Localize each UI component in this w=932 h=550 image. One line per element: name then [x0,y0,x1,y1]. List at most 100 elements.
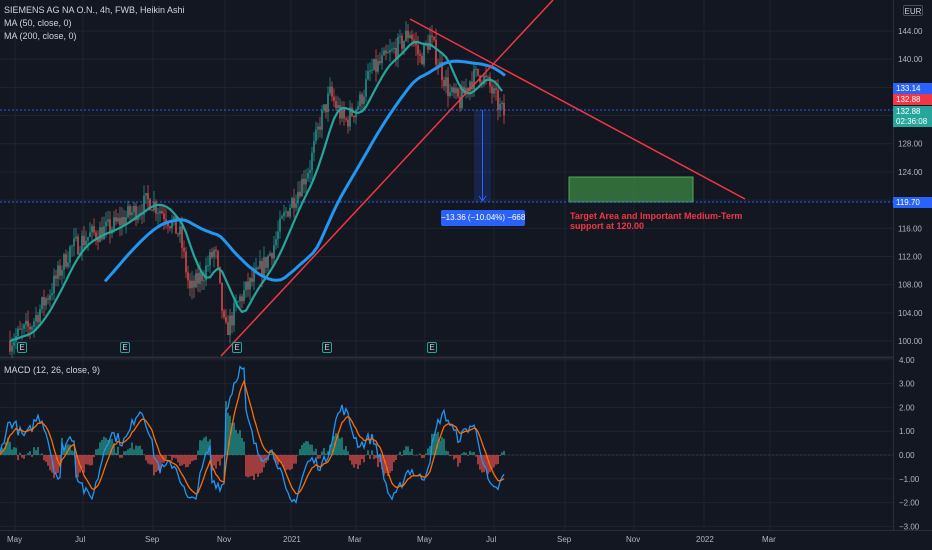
histogram-bar [425,453,427,455]
earnings-marker-icon[interactable]: E [427,342,437,353]
signal-line[interactable] [0,379,505,495]
histogram-bar [31,455,33,457]
time-axis[interactable]: May Jul Sep Nov 2021 Mar May Jul Sep Nov 2022 Mar [7,535,776,544]
histogram-bar [173,455,175,458]
time-tick-label: 2022 [696,535,714,544]
histogram-bar [325,453,327,455]
candle-body [283,212,285,217]
candle-body [495,88,497,91]
target-price-tag: 119.70 [893,197,932,208]
target-area-box[interactable] [568,176,694,203]
histogram-bar [223,455,225,457]
histogram-bar [215,455,217,469]
candle-body [497,90,499,110]
histogram-bar [399,451,401,455]
histogram-bar [5,442,7,455]
falling-trendline[interactable] [409,18,746,200]
histogram-bar [101,439,103,455]
histogram-bar [459,455,461,463]
candle-body [367,71,369,80]
candle-body [327,93,329,113]
histogram-bar [455,455,457,459]
earnings-marker-icon[interactable]: E [232,342,242,353]
candle-body [13,341,15,346]
earnings-marker-icon[interactable]: E [120,342,130,353]
candle-body [483,75,485,85]
histogram-bar [323,447,325,455]
histogram-bar [363,455,365,463]
price-tick-label: 124.00 [898,168,923,177]
candle-body [297,191,299,204]
histogram-bar [167,455,169,456]
target-annotation[interactable]: Target Area and Important Medium-Term su… [570,211,770,231]
candle-body [261,261,263,277]
candle-body [441,61,443,81]
histogram-bar [73,451,75,455]
histogram-bar [369,455,371,459]
histogram-bar [55,455,57,475]
histogram-bar [109,439,111,455]
candle-body [239,296,241,302]
candles-layer[interactable] [9,21,505,358]
histogram-bar [429,445,431,455]
candle-body [299,191,301,197]
histogram-bar [189,455,191,465]
histogram-bar [387,455,389,477]
histogram-bar [395,455,397,460]
ma50-legend[interactable]: MA (50, close, 0) [4,18,72,28]
candle-body [409,34,411,38]
histogram-bar [407,446,409,455]
histogram-bar [45,455,47,462]
candle-body [103,226,105,240]
candle-body [273,245,275,259]
histogram-bar [141,449,143,455]
histogram-bar [377,455,379,468]
ma200-price-tag: 133.14 [893,83,932,94]
candle-body [63,254,65,270]
ma50-price-tag: 132.88 [893,94,932,105]
candle-body [19,328,21,330]
histogram-bar [411,448,413,455]
ma200-legend[interactable]: MA (200, close, 0) [4,31,77,41]
histogram-bar [307,441,309,455]
candle-body [389,50,391,53]
macd-line[interactable] [0,365,505,504]
candle-body [371,69,373,71]
candle-body [185,251,187,273]
histogram-bar [477,455,479,465]
measure-label[interactable]: −13.36 (−10.04%) −668 [441,210,525,226]
earnings-marker-icon[interactable]: E [322,342,332,353]
symbol-title[interactable]: SIEMENS AG NA O.N., 4h, FWB, Heikin Ashi [4,5,185,15]
histogram-bar [95,449,97,455]
candle-body [467,87,469,91]
currency-button[interactable]: EUR [903,5,923,16]
earnings-marker-icon[interactable]: E [17,342,27,353]
ma50-line[interactable] [9,40,503,343]
histogram-bar [401,455,403,456]
histogram-bar [57,455,59,473]
histogram-bar [281,455,283,464]
price-axis[interactable]: 144.00140.00136.00132.00128.00124.00120.… [898,27,923,346]
candle-body [411,34,413,40]
candle-body [303,178,305,185]
histogram-bar [243,441,245,455]
rising-trendline[interactable] [220,0,554,357]
histogram-bar [107,439,109,455]
candle-body [191,280,193,289]
histogram-bar [29,451,31,455]
histogram-bar [451,455,453,456]
histogram-bar [353,455,355,468]
candle-body [173,216,175,221]
candle-body [197,273,199,284]
histogram-bar [181,455,183,466]
ma200-line[interactable] [103,59,506,283]
candle-body [363,96,365,104]
macd-legend[interactable]: MACD (12, 26, close, 9) [4,365,101,375]
candle-body [205,265,207,281]
histogram-bar [499,455,501,456]
candle-body [439,61,441,66]
candle-body [213,249,215,258]
histogram-bar [291,455,293,469]
macd-axis[interactable]: 4.00 3.00 2.00 1.00 0.00 −1.00 −2.00 −3.00 [899,356,920,532]
